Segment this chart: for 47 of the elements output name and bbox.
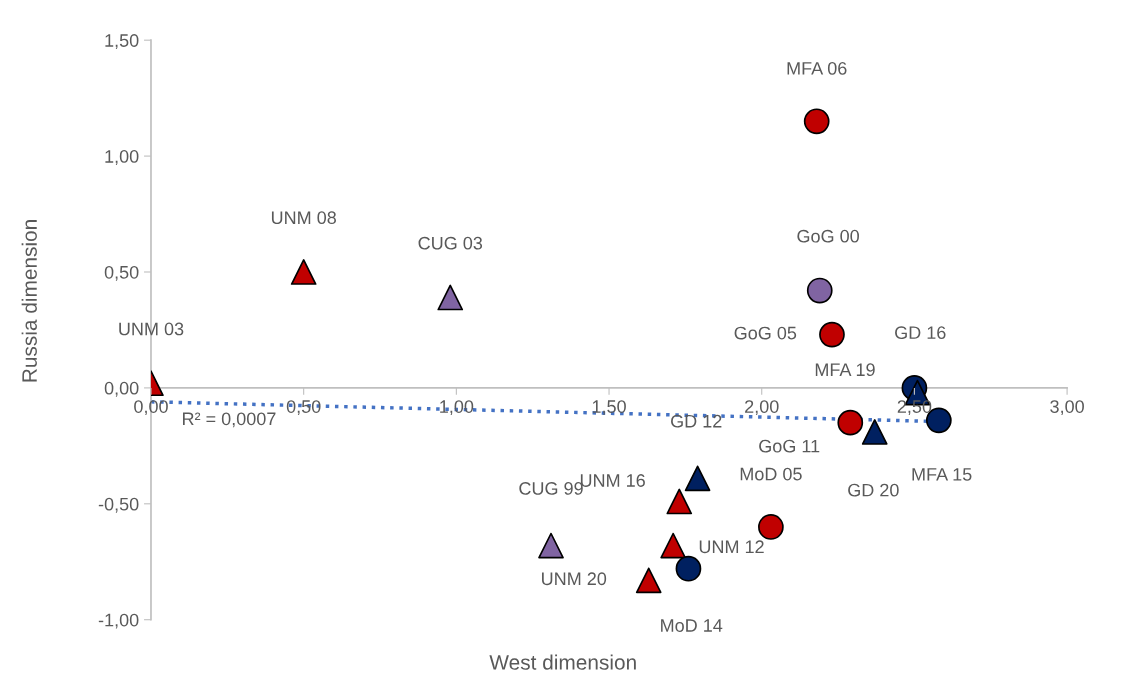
data-label: GD 16 [895, 326, 946, 340]
data-label: GD 20 [848, 483, 899, 497]
data-label: CUG 03 [418, 236, 483, 250]
x-tick-label: 1,50 [592, 400, 626, 416]
data-label: UNM 08 [271, 211, 336, 225]
data-label: UNM 12 [699, 540, 764, 554]
x-tick-label: 3,00 [1050, 400, 1084, 416]
data-label: CUG 99 [519, 482, 583, 495]
data-label: UNM 16 [580, 474, 645, 487]
data-label: MFA 19 [815, 363, 875, 377]
data-label: UNM 03 [119, 322, 184, 336]
x-tick-label: 0,50 [286, 400, 321, 416]
point [660, 532, 687, 559]
point [837, 409, 864, 436]
x-tick-label: 1,00 [440, 400, 474, 416]
annotation: R² = 0,0007 [183, 412, 276, 428]
y-tick-label: 1,00 [105, 150, 139, 165]
point [666, 488, 693, 515]
x-tick-label: 2,00 [745, 400, 779, 416]
point [538, 532, 564, 559]
point [806, 277, 833, 304]
point [803, 108, 830, 135]
data-label: UNM 20 [542, 572, 607, 586]
point [684, 465, 711, 492]
y-tick-label: -1,00 [98, 613, 139, 629]
point [675, 555, 702, 582]
point [819, 321, 845, 348]
data-label: GoG 11 [759, 439, 820, 453]
x-axis-title: West dimension [489, 654, 636, 670]
y-tick-label: 1,50 [105, 34, 139, 50]
data-label: MoD 05 [740, 467, 802, 481]
y-axis-title: Russia dimension [21, 220, 37, 382]
y-tick-label: 0,00 [104, 381, 139, 397]
point [861, 419, 888, 445]
data-label: MFA 15 [912, 468, 972, 481]
x-tick-label: 0,00 [134, 400, 168, 416]
point [758, 514, 784, 540]
y-tick-label: -0,50 [98, 497, 139, 513]
data-label: GoG 00 [797, 229, 859, 243]
data-label: MoD 14 [661, 619, 723, 632]
data-label: MFA 06 [787, 61, 847, 75]
point [437, 284, 464, 311]
data-label: GoG 05 [734, 326, 797, 340]
point [290, 259, 317, 285]
data-label: GD 12 [671, 414, 722, 428]
point [635, 567, 662, 594]
y-tick-label: 0,50 [104, 265, 139, 281]
